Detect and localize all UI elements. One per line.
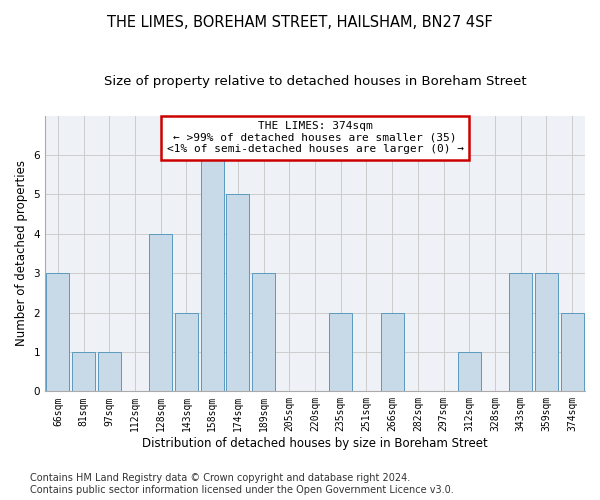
X-axis label: Distribution of detached houses by size in Boreham Street: Distribution of detached houses by size … [142,437,488,450]
Bar [458,352,481,392]
Bar [560,312,584,392]
Text: THE LIMES, BOREHAM STREET, HAILSHAM, BN27 4SF: THE LIMES, BOREHAM STREET, HAILSHAM, BN2… [107,15,493,30]
Bar [175,312,198,392]
Bar [252,273,275,392]
Bar [380,312,404,392]
Bar [226,194,250,392]
Y-axis label: Number of detached properties: Number of detached properties [15,160,28,346]
Title: Size of property relative to detached houses in Boreham Street: Size of property relative to detached ho… [104,75,526,88]
Text: Contains HM Land Registry data © Crown copyright and database right 2024.
Contai: Contains HM Land Registry data © Crown c… [30,474,454,495]
Text: THE LIMES: 374sqm
← >99% of detached houses are smaller (35)
<1% of semi-detache: THE LIMES: 374sqm ← >99% of detached hou… [167,121,464,154]
Bar [509,273,532,392]
Bar [46,273,70,392]
Bar [535,273,558,392]
Bar [72,352,95,392]
Bar [329,312,352,392]
Bar [98,352,121,392]
Bar [149,234,172,392]
Bar [200,155,224,392]
